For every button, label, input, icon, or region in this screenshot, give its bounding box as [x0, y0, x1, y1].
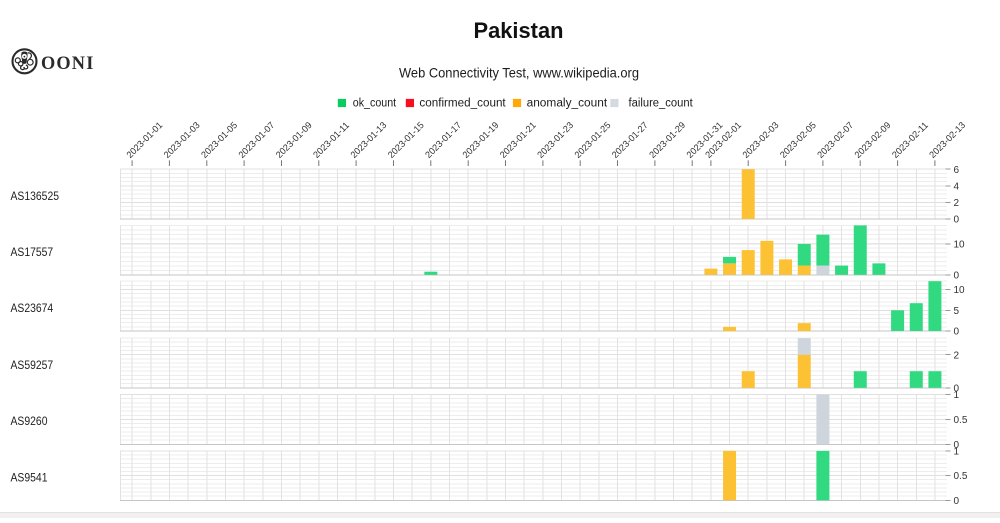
- svg-text:5: 5: [954, 306, 960, 317]
- svg-text:0: 0: [954, 440, 960, 451]
- svg-text:10: 10: [954, 285, 966, 296]
- svg-text:OONI: OONI: [41, 54, 95, 74]
- svg-text:0: 0: [954, 327, 960, 338]
- svg-text:AS17557: AS17557: [11, 247, 54, 259]
- svg-text:Web Connectivity Test, www.wik: Web Connectivity Test, www.wikipedia.org: [399, 64, 639, 80]
- svg-text:AS9260: AS9260: [11, 416, 48, 428]
- svg-text:6: 6: [954, 165, 960, 176]
- svg-text:AS9541: AS9541: [11, 472, 48, 484]
- svg-text:2: 2: [954, 198, 960, 209]
- svg-text:0: 0: [954, 496, 960, 507]
- svg-text:10: 10: [954, 240, 966, 251]
- svg-text:0: 0: [954, 270, 960, 281]
- svg-text:2: 2: [954, 350, 960, 361]
- svg-text:0.5: 0.5: [954, 415, 968, 426]
- svg-text:AS59257: AS59257: [11, 360, 54, 372]
- svg-text:1: 1: [954, 447, 960, 458]
- svg-text:anomaly_count: anomaly_count: [527, 98, 608, 110]
- svg-text:4: 4: [954, 181, 960, 192]
- svg-text:0: 0: [954, 215, 960, 226]
- svg-text:AS136525: AS136525: [11, 191, 60, 203]
- svg-text:ok_count: ok_count: [353, 98, 397, 110]
- svg-text:0.5: 0.5: [954, 471, 968, 482]
- svg-text:failure_count: failure_count: [629, 98, 694, 110]
- svg-text:1: 1: [954, 390, 960, 401]
- svg-text:0: 0: [954, 383, 960, 394]
- svg-text:AS23674: AS23674: [11, 303, 54, 315]
- svg-text:confirmed_count: confirmed_count: [419, 98, 506, 110]
- svg-text:Pakistan: Pakistan: [474, 18, 564, 43]
